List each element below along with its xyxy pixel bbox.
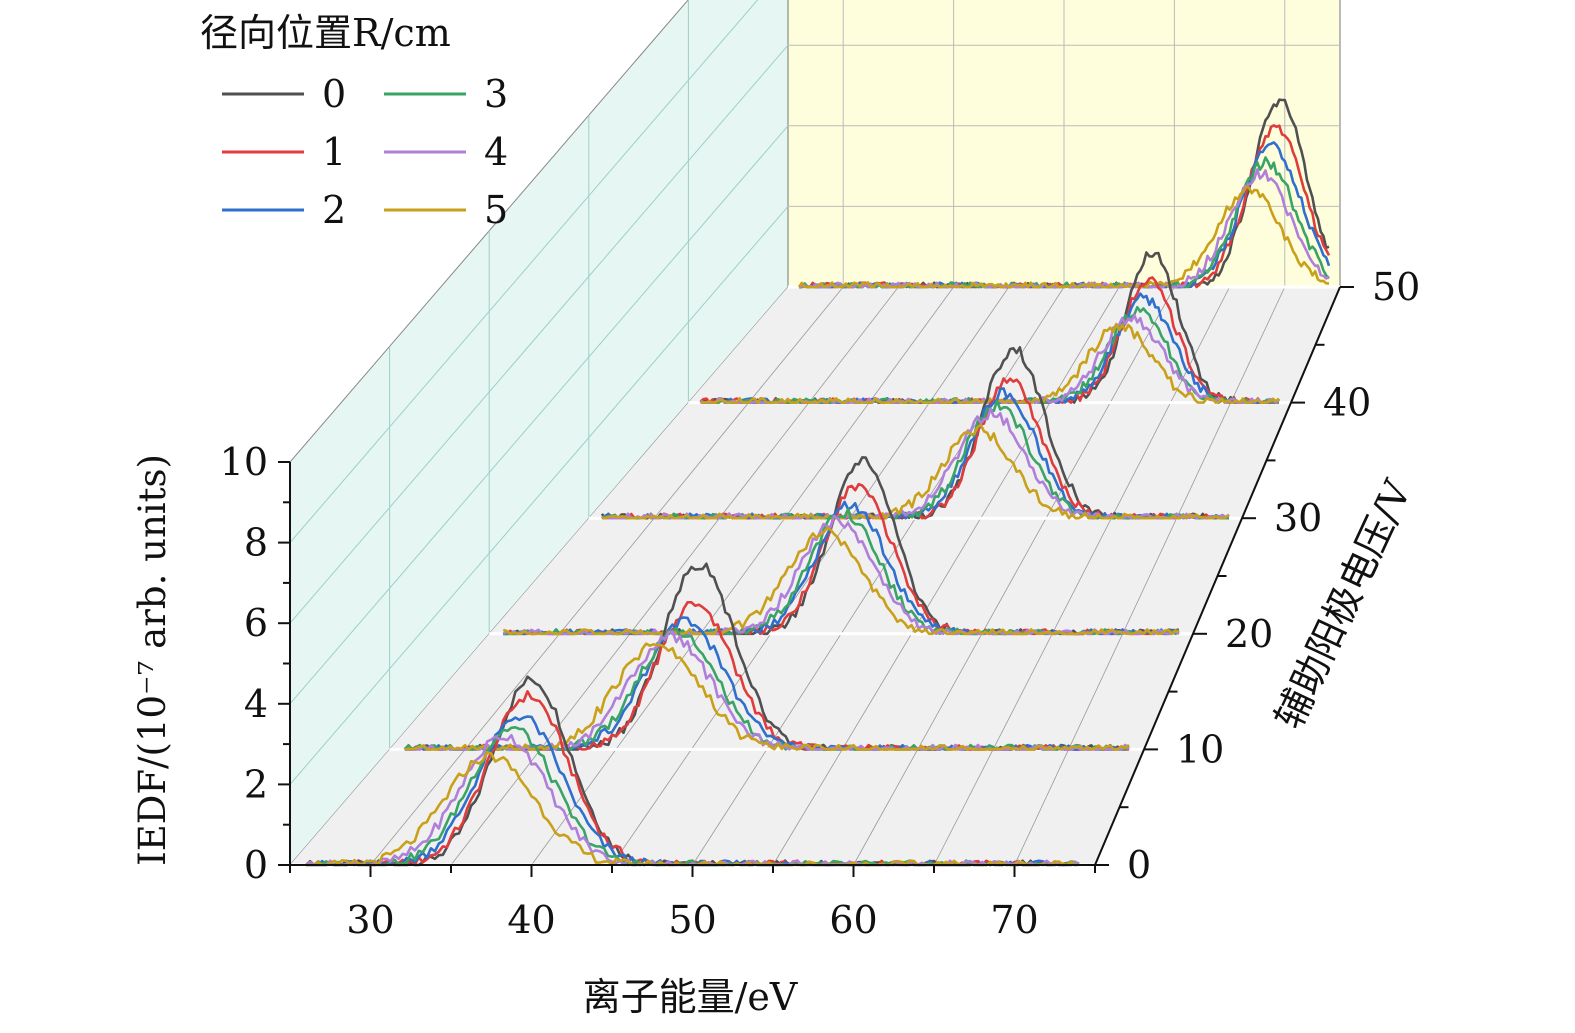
- z-tick-label: 50: [1372, 265, 1420, 309]
- series-line-R5-V10: [404, 642, 1130, 751]
- floor-gridline-x: [1014, 286, 1286, 866]
- legend-title: 径向位置R/cm: [200, 11, 451, 55]
- floor-gridline-x: [531, 286, 954, 866]
- series-line-R5-V50: [797, 185, 1330, 289]
- series-line-R5-V40: [700, 322, 1280, 404]
- legend-label-R3: 3: [484, 72, 508, 116]
- series-line-R5-V30: [601, 423, 1230, 520]
- chart-axes: 0 2 4 6 8 10 30 40 50 60 70 0 10 20 30 40 50: [220, 265, 1421, 942]
- legend-label-R4: 4: [484, 130, 508, 174]
- legend-label-R0: 0: [322, 72, 346, 116]
- side-wall-gridline-y: [289, 206, 789, 785]
- legend-label-R2: 2: [322, 188, 346, 232]
- floor-gridline-x: [772, 286, 1120, 866]
- x-tick-label: 40: [507, 898, 555, 942]
- side-wall-gridline-y: [289, 0, 759, 543]
- x-tick-label: 60: [829, 898, 877, 942]
- y-tick-label: 10: [220, 440, 268, 484]
- x-axis-title: 离子能量/eV: [583, 975, 798, 1019]
- side-wall-gridline-y: [289, 44, 789, 624]
- y-tick-label: 6: [244, 601, 268, 645]
- series-line-R4-V0: [305, 733, 1080, 867]
- series-line-R4-V10: [404, 630, 1130, 751]
- floor-gridline-x: [853, 286, 1175, 866]
- z-tick-label: 10: [1176, 727, 1224, 771]
- series-line-R5-V20: [502, 526, 1180, 636]
- side-wall-gridline-y: [289, 125, 789, 705]
- y-tick-label: 4: [244, 682, 268, 726]
- z-tick-label: 20: [1225, 612, 1273, 656]
- floor-gridline-x: [450, 286, 899, 866]
- x-tick-label: 70: [990, 898, 1038, 942]
- z-tick-label: 40: [1323, 381, 1371, 425]
- y-axis-title: IEDF/(10⁻⁷ arb. units): [131, 454, 174, 866]
- series-line-R4-V30: [601, 407, 1230, 520]
- z-tick-label: 0: [1127, 843, 1151, 887]
- y-tick-label: 8: [244, 521, 268, 565]
- z-tick-label: 30: [1274, 496, 1322, 540]
- legend-label-R5: 5: [484, 188, 508, 232]
- y-tick-label: 0: [244, 843, 268, 887]
- floor-gridline-x: [933, 286, 1230, 866]
- x-tick-label: 50: [668, 898, 716, 942]
- floor-gridline-x: [370, 286, 844, 866]
- x-tick-label: 30: [346, 898, 394, 942]
- legend-label-R1: 1: [322, 130, 346, 174]
- legend: 径向位置R/cm 0 1 2 3 4 5: [200, 11, 508, 232]
- y-tick-label: 2: [244, 762, 268, 806]
